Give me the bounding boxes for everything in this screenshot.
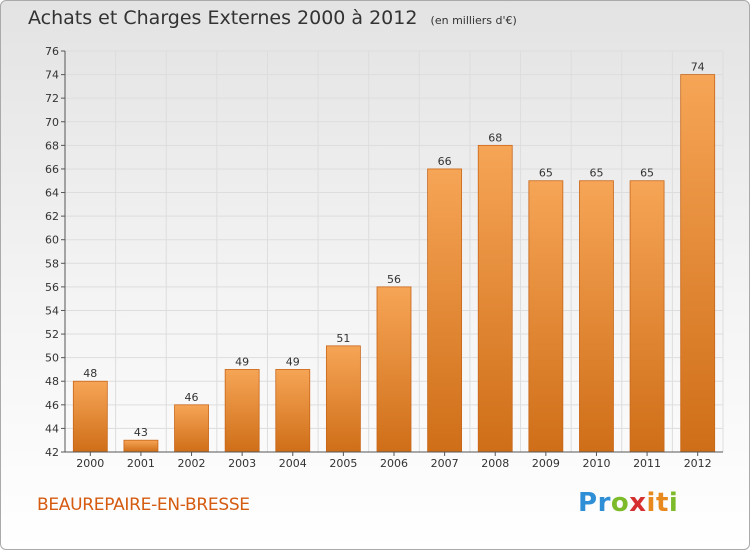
logo-letter: i bbox=[646, 488, 656, 518]
bar bbox=[72, 380, 108, 453]
bar bbox=[579, 180, 614, 453]
y-tick-label: 76 bbox=[45, 45, 59, 58]
bar bbox=[376, 286, 412, 453]
y-tick-label: 54 bbox=[45, 304, 59, 317]
value-labels: 48 43 46 49 49 51 56 66 68 65 65 65 74 bbox=[83, 61, 704, 440]
chart-header: Achats et Charges Externes 2000 à 2012 (… bbox=[28, 7, 517, 29]
logo-letter: t bbox=[655, 488, 669, 518]
data-label: 65 bbox=[640, 167, 654, 180]
x-tick-label: 2003 bbox=[228, 457, 256, 470]
chart-title: Achats et Charges Externes 2000 à 2012 bbox=[28, 7, 418, 29]
location-name: BEAUREPAIRE-EN-BRESSE bbox=[37, 495, 250, 515]
x-tick-label: 2012 bbox=[684, 457, 712, 470]
x-tick-label: 2008 bbox=[481, 457, 509, 470]
y-tick-label: 72 bbox=[45, 92, 59, 105]
y-tick-label: 66 bbox=[45, 163, 59, 176]
bar bbox=[224, 369, 260, 453]
data-label: 68 bbox=[488, 131, 502, 144]
x-tick-label: 2011 bbox=[633, 457, 661, 470]
y-tick-label: 42 bbox=[45, 446, 59, 459]
bar bbox=[174, 404, 209, 453]
y-tick-label: 62 bbox=[45, 210, 59, 223]
bar bbox=[275, 369, 311, 453]
bar bbox=[123, 439, 159, 453]
x-tick-label: 2001 bbox=[127, 457, 155, 470]
y-tick-label: 74 bbox=[45, 69, 59, 82]
bars bbox=[72, 74, 716, 453]
data-label: 65 bbox=[589, 167, 603, 180]
x-tick-label: 2000 bbox=[76, 457, 104, 470]
x-tick-label: 2007 bbox=[431, 457, 459, 470]
y-tick-label: 60 bbox=[45, 234, 59, 247]
bar bbox=[680, 74, 716, 453]
logo-letter: x bbox=[629, 488, 647, 518]
data-label: 51 bbox=[336, 332, 350, 345]
y-tick-label: 70 bbox=[45, 116, 59, 129]
proxiti-logo: Proxiti bbox=[578, 488, 678, 518]
data-label: 46 bbox=[185, 391, 199, 404]
y-tick-label: 68 bbox=[45, 139, 59, 152]
logo-letter: P bbox=[578, 488, 598, 518]
x-tick-label: 2004 bbox=[279, 457, 307, 470]
x-tick-label: 2006 bbox=[380, 457, 408, 470]
data-label: 66 bbox=[438, 155, 452, 168]
x-tick-label: 2009 bbox=[532, 457, 560, 470]
y-tick-label: 50 bbox=[45, 352, 59, 365]
y-tick-label: 64 bbox=[45, 187, 59, 200]
x-tick-label: 2002 bbox=[178, 457, 206, 470]
data-label: 49 bbox=[286, 355, 300, 368]
logo-letter: i bbox=[668, 488, 679, 518]
chart-subtitle: (en milliers d'€) bbox=[430, 14, 517, 27]
y-tick-label: 56 bbox=[45, 281, 59, 294]
bar bbox=[477, 144, 513, 453]
logo-letter: o bbox=[610, 488, 630, 518]
data-label: 49 bbox=[235, 355, 249, 368]
y-tick-label: 46 bbox=[45, 399, 59, 412]
x-tick-label: 2010 bbox=[582, 457, 610, 470]
y-tick-label: 48 bbox=[45, 375, 59, 388]
data-label: 48 bbox=[83, 367, 97, 380]
data-label: 74 bbox=[691, 61, 705, 74]
bar bbox=[325, 345, 361, 453]
data-label: 43 bbox=[134, 426, 148, 439]
y-tick-label: 58 bbox=[45, 257, 59, 270]
bar bbox=[427, 168, 463, 453]
logo-letter: r bbox=[597, 488, 611, 518]
bar bbox=[629, 180, 665, 453]
axes: 42 44 46 48 50 52 54 56 58 60 62 64 66 68 70 72 74 76 2000… bbox=[45, 45, 723, 470]
data-label: 56 bbox=[387, 273, 401, 286]
bar bbox=[528, 180, 564, 453]
y-tick-label: 52 bbox=[45, 328, 59, 341]
y-tick-label: 44 bbox=[45, 422, 59, 435]
data-label: 65 bbox=[539, 167, 553, 180]
x-tick-label: 2005 bbox=[329, 457, 357, 470]
